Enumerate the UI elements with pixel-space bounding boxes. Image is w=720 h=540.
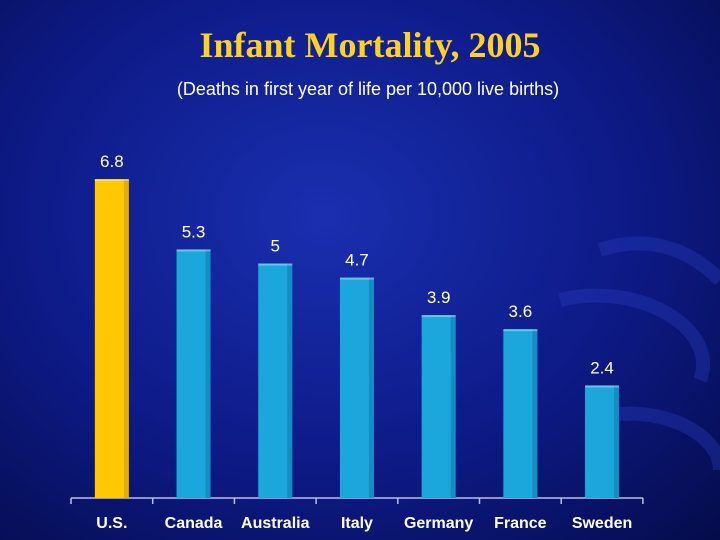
bar-canada: [176, 249, 211, 498]
bar-germany: [421, 315, 456, 498]
bar-shade: [614, 385, 620, 498]
bar-top-highlight: [339, 277, 374, 280]
data-label: 5.3: [182, 222, 206, 241]
category-label: Italy: [341, 515, 373, 532]
data-label: 2.4: [590, 358, 614, 377]
category-label: Sweden: [572, 515, 632, 532]
bar-shade: [287, 263, 293, 498]
category-label: Germany: [404, 515, 473, 532]
data-label: 5: [271, 237, 280, 256]
data-label: 6.8: [100, 152, 124, 171]
bar-top-highlight: [176, 249, 211, 252]
bar-shade: [450, 315, 456, 498]
category-label: U.S.: [96, 515, 127, 532]
chart-subtitle: (Deaths in first year of life per 10,000…: [176, 79, 560, 99]
data-label: 3.9: [427, 288, 451, 307]
bar-us: [94, 179, 129, 498]
bar-shade: [205, 249, 211, 498]
category-label: Australia: [241, 515, 310, 532]
bar-top-highlight: [94, 179, 129, 182]
bar-top-highlight: [421, 315, 456, 318]
bar-top-highlight: [585, 385, 620, 388]
bar-shade: [532, 329, 538, 498]
bar-australia: [258, 263, 293, 498]
data-label: 3.6: [509, 302, 533, 321]
bar-france: [503, 329, 538, 498]
bar-top-highlight: [503, 329, 538, 332]
category-label: Canada: [165, 515, 223, 532]
bar-shade: [368, 277, 374, 498]
bar-shade: [123, 179, 129, 498]
category-label: France: [494, 515, 547, 532]
bar-sweden: [585, 385, 620, 498]
bar-italy: [339, 277, 374, 498]
bar-top-highlight: [258, 263, 293, 266]
data-label: 4.7: [345, 251, 369, 270]
chart-title: Infant Mortality, 2005: [199, 25, 541, 65]
